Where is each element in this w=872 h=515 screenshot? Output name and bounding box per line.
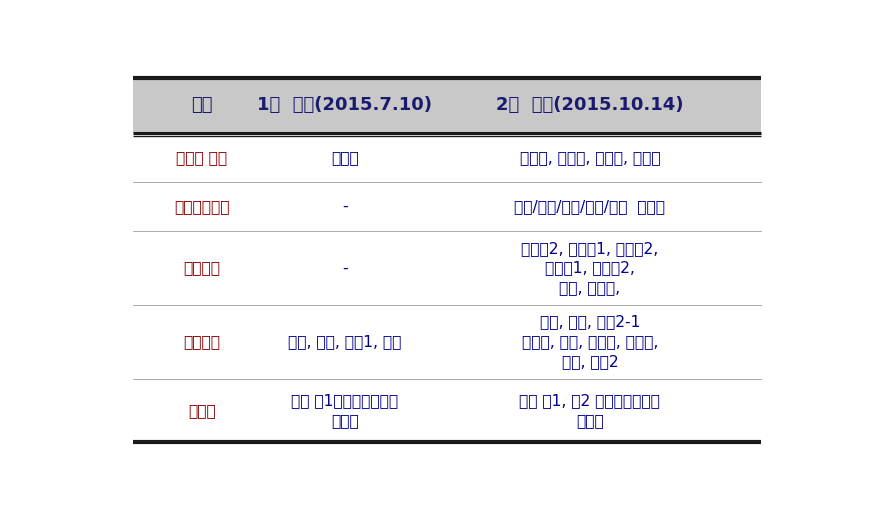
Text: -: - xyxy=(342,261,348,276)
Text: 지류지천: 지류지천 xyxy=(183,261,221,276)
Bar xyxy=(133,78,761,132)
Text: 증암천2, 황뢡각1, 황뢡각2,
지석천1, 지석천2,
금천, 영산천,: 증암천2, 황뢡각1, 황뢡각2, 지석천1, 지석천2, 금천, 영산천, xyxy=(521,241,658,295)
Text: 구분: 구분 xyxy=(191,96,213,114)
Text: 농업용 호소: 농업용 호소 xyxy=(176,150,228,165)
Text: 담양호: 담양호 xyxy=(330,150,358,165)
Text: 광주 제1, 제2 하수종말처리장
방류수: 광주 제1, 제2 하수종말처리장 방류수 xyxy=(520,393,660,428)
Text: 담양, 우치, 광주2-1
승춘보, 나주, 영산포, 죽산보,
함평, 무안2: 담양, 우치, 광주2-1 승춘보, 나주, 영산포, 죽산보, 함평, 무안2 xyxy=(521,315,658,369)
Text: 담양호, 광주호, 장성호, 나주호: 담양호, 광주호, 장성호, 나주호 xyxy=(520,150,660,165)
Text: 광주 제1하수종말처리장
방류수: 광주 제1하수종말처리장 방류수 xyxy=(291,393,399,428)
Text: 담양, 우치, 광주1, 광산: 담양, 우치, 광주1, 광산 xyxy=(288,334,401,349)
Text: 1차  조사(2015.7.10): 1차 조사(2015.7.10) xyxy=(257,96,433,114)
Text: 배출원: 배출원 xyxy=(187,403,215,418)
Text: 2차  조사(2015.10.14): 2차 조사(2015.10.14) xyxy=(496,96,684,114)
Text: 농업용저수지: 농업용저수지 xyxy=(174,199,229,214)
Text: 본류구간: 본류구간 xyxy=(183,334,221,349)
Text: -: - xyxy=(342,199,348,214)
Text: 운암/금전/장치/연보/송현  저수지: 운암/금전/장치/연보/송현 저수지 xyxy=(514,199,665,214)
